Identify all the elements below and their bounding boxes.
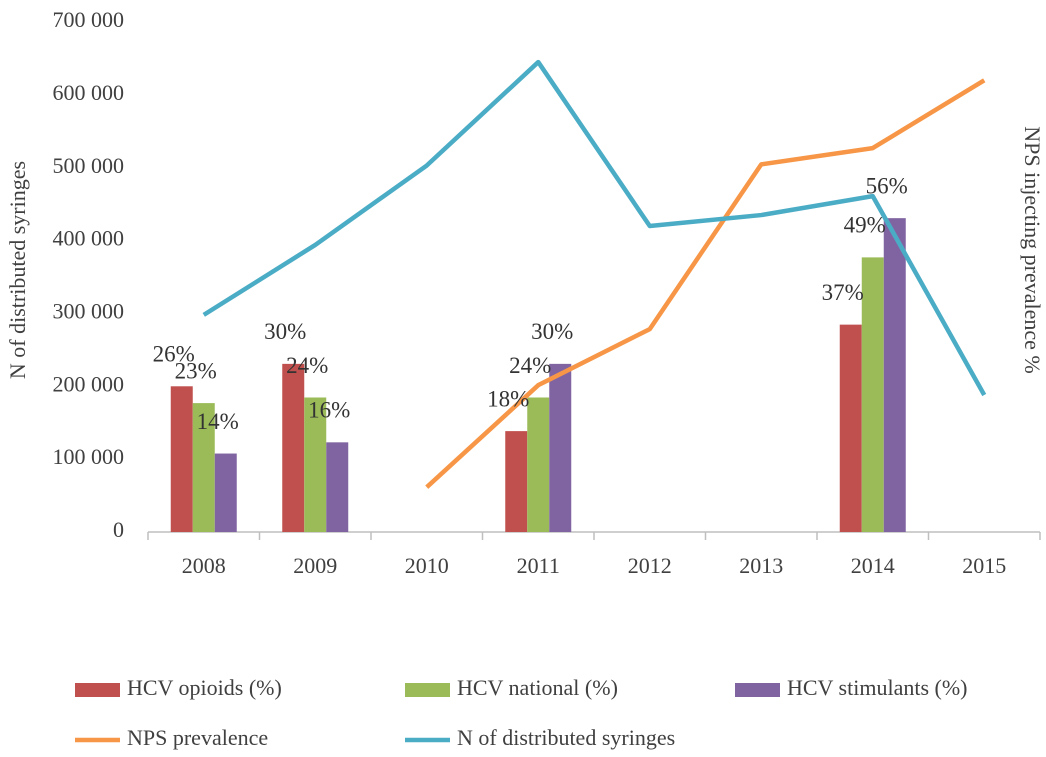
legend-label: N of distributed syringes bbox=[457, 725, 675, 750]
legend-swatch bbox=[735, 683, 780, 697]
legend-label: HCV national (%) bbox=[457, 675, 618, 700]
bar bbox=[549, 363, 572, 532]
value-label: 37% bbox=[822, 280, 864, 305]
value-label: 24% bbox=[286, 353, 328, 378]
value-label: 18% bbox=[487, 386, 529, 411]
y-tick-label: 0 bbox=[113, 517, 124, 542]
value-label: 24% bbox=[509, 353, 551, 378]
y-tick-label: 300 000 bbox=[53, 298, 125, 323]
bar bbox=[505, 431, 528, 532]
y-axis-title: N of distributed syringes bbox=[5, 161, 30, 379]
x-tick-label: 2008 bbox=[182, 553, 226, 578]
bar bbox=[304, 397, 327, 532]
bar bbox=[527, 397, 550, 532]
line bbox=[425, 78, 986, 489]
y-tick-label: 100 000 bbox=[53, 444, 125, 469]
x-tick-label: 2009 bbox=[293, 553, 337, 578]
bar bbox=[326, 442, 349, 532]
x-tick-label: 2013 bbox=[739, 553, 783, 578]
legend-label: NPS prevalence bbox=[127, 725, 268, 750]
y-tick-label: 400 000 bbox=[53, 226, 125, 251]
x-tick-label: 2015 bbox=[962, 553, 1006, 578]
value-label: 30% bbox=[264, 319, 306, 344]
y2-axis-title: NPS injecting prevalence % bbox=[1020, 126, 1045, 373]
bar bbox=[839, 324, 862, 532]
bar bbox=[192, 403, 215, 532]
x-tick-label: 2014 bbox=[851, 553, 895, 578]
x-tick-label: 2010 bbox=[405, 553, 449, 578]
bar bbox=[282, 363, 305, 532]
bar bbox=[861, 257, 884, 532]
y-tick-label: 700 000 bbox=[53, 7, 125, 32]
value-label: 26% bbox=[153, 342, 195, 367]
value-label: 56% bbox=[866, 173, 908, 198]
x-tick-label: 2012 bbox=[628, 553, 672, 578]
legend-label: HCV opioids (%) bbox=[127, 675, 282, 700]
bar bbox=[883, 218, 906, 532]
value-label: 49% bbox=[844, 213, 886, 238]
value-label: 14% bbox=[197, 409, 239, 434]
legend-swatch bbox=[405, 683, 450, 697]
y-tick-label: 600 000 bbox=[53, 80, 125, 105]
value-label: 30% bbox=[531, 319, 573, 344]
value-label: 16% bbox=[308, 398, 350, 423]
bar bbox=[214, 453, 237, 532]
line bbox=[202, 59, 987, 397]
value-label: 23% bbox=[175, 358, 217, 383]
legend-swatch bbox=[75, 683, 120, 697]
y-tick-label: 500 000 bbox=[53, 153, 125, 178]
y-tick-label: 200 000 bbox=[53, 371, 125, 396]
legend-label: HCV stimulants (%) bbox=[787, 675, 967, 700]
x-tick-label: 2011 bbox=[517, 553, 560, 578]
bar bbox=[170, 386, 193, 532]
